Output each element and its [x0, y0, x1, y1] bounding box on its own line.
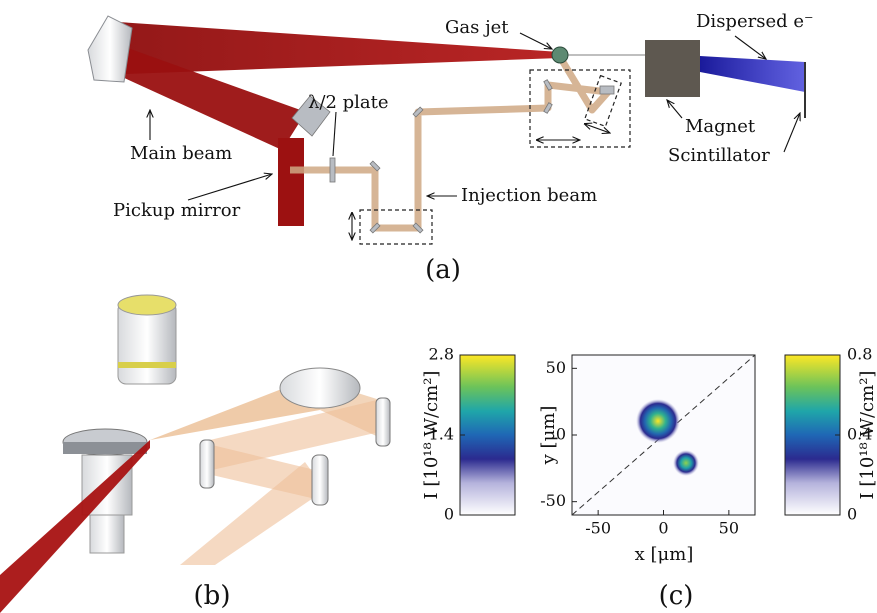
- label: Magnet: [685, 116, 756, 137]
- focal-spot: [636, 399, 680, 443]
- main-mirror: [88, 16, 132, 82]
- y-tick-label: 50: [546, 358, 566, 377]
- label: Main beam: [130, 143, 232, 164]
- pointer: [333, 112, 336, 156]
- gas-jet: [552, 47, 568, 63]
- label: Dispersed e⁻: [696, 11, 814, 32]
- mirror-mount: [312, 455, 328, 505]
- label: Injection beam: [461, 185, 597, 206]
- magnet: [645, 40, 700, 97]
- colorbar: [785, 355, 840, 515]
- colorbar-tick-label: 1.4: [429, 425, 454, 444]
- objective-top: [118, 295, 176, 315]
- mount-column: [90, 515, 124, 553]
- mirror-mount: [280, 368, 360, 408]
- colorbar: [460, 355, 515, 515]
- label: Pickup mirror: [113, 200, 241, 221]
- colorbar-tick-label: 2.8: [429, 345, 454, 364]
- pointer: [520, 33, 552, 49]
- panel-a: Gas jet Dispersed e⁻ Main beam λ/2 plate…: [88, 11, 814, 285]
- caption: (a): [425, 255, 461, 285]
- half-wave-plate: [330, 158, 335, 182]
- target-disk-edge: [63, 442, 147, 454]
- figure: Gas jet Dispersed e⁻ Main beam λ/2 plate…: [0, 0, 877, 613]
- focal-spot: [673, 450, 699, 476]
- objective-band: [118, 362, 176, 368]
- label: Scintillator: [668, 145, 770, 166]
- pickup-beam: [278, 138, 304, 226]
- pointer: [667, 100, 682, 118]
- caption: (b): [194, 581, 231, 611]
- panel-b: (b) I [10¹⁸ W/cm²]: [0, 295, 515, 613]
- pointer: [784, 113, 800, 152]
- x-tick-label: 50: [719, 519, 739, 538]
- panel-c: y [μm] x [μm] (c) I [10¹⁸ W/cm²]: [538, 355, 877, 611]
- caption: (c): [659, 581, 694, 611]
- electron-beam: [700, 56, 805, 92]
- colorbar-tick-label: 0: [847, 505, 857, 524]
- x-tick-label: -50: [585, 519, 611, 538]
- main-beam: [0, 440, 150, 613]
- mirror-mount: [376, 398, 390, 446]
- mirror: [600, 86, 614, 94]
- y-tick-label: -50: [540, 491, 566, 510]
- colorbar-tick-label: 0: [444, 505, 454, 524]
- y-tick-label: 0: [556, 425, 566, 444]
- mirror-mount: [200, 440, 214, 488]
- pointer: [188, 174, 272, 200]
- pointer: [735, 36, 766, 59]
- x-tick-label: 0: [658, 519, 668, 538]
- x-axis-label: x [μm]: [635, 544, 694, 565]
- label: Gas jet: [445, 17, 509, 38]
- colorbar-tick-label: 0.8: [847, 345, 872, 364]
- label: λ/2 plate: [308, 92, 389, 113]
- colorbar-tick-label: 0.4: [847, 425, 872, 444]
